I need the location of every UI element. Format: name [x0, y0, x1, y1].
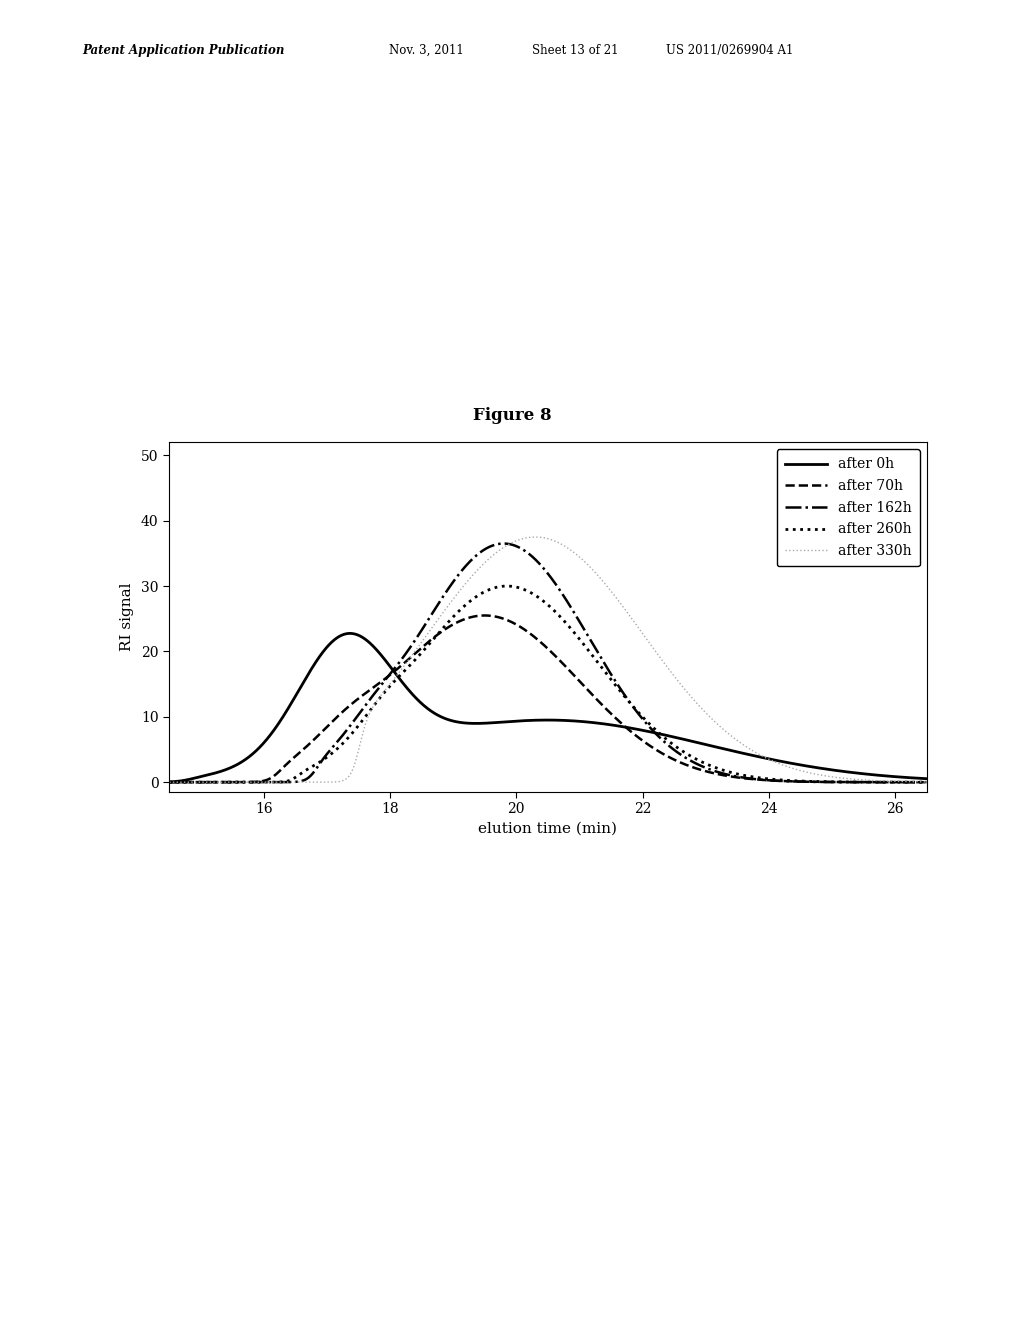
Y-axis label: RI signal: RI signal — [120, 583, 134, 651]
X-axis label: elution time (min): elution time (min) — [478, 822, 617, 836]
after 330h — [163, 775, 175, 791]
after 70h — [237, 775, 249, 791]
after 70h — [810, 774, 822, 789]
after 162h — [257, 775, 269, 791]
after 330h — [257, 775, 269, 791]
after 70h — [357, 686, 370, 702]
Text: Figure 8: Figure 8 — [473, 408, 551, 424]
after 162h — [498, 536, 510, 552]
Text: Sheet 13 of 21: Sheet 13 of 21 — [532, 44, 618, 57]
after 260h — [820, 774, 833, 789]
Line: after 70h: after 70h — [169, 615, 927, 783]
after 330h — [820, 768, 833, 784]
after 260h — [501, 578, 513, 594]
after 0h — [921, 771, 933, 787]
after 70h — [820, 774, 833, 789]
Legend: after 0h, after 70h, after 162h, after 260h, after 330h: after 0h, after 70h, after 162h, after 2… — [776, 449, 920, 566]
Line: after 330h: after 330h — [169, 537, 927, 783]
after 70h — [257, 774, 269, 789]
Text: Nov. 3, 2011: Nov. 3, 2011 — [389, 44, 464, 57]
after 0h — [257, 735, 269, 751]
after 162h — [357, 700, 370, 715]
after 260h — [357, 711, 370, 727]
after 260h — [237, 775, 249, 791]
after 162h — [163, 775, 175, 791]
after 70h — [653, 743, 666, 759]
after 0h — [344, 626, 356, 642]
after 0h — [163, 774, 175, 789]
after 162h — [820, 774, 833, 789]
after 330h — [357, 723, 370, 739]
after 330h — [653, 648, 666, 664]
after 162h — [653, 729, 666, 744]
after 330h — [529, 529, 542, 545]
after 0h — [357, 630, 370, 645]
after 260h — [921, 775, 933, 791]
after 162h — [921, 775, 933, 791]
after 0h — [237, 754, 249, 770]
Text: US 2011/0269904 A1: US 2011/0269904 A1 — [666, 44, 793, 57]
after 0h — [820, 762, 833, 777]
after 260h — [257, 775, 269, 791]
after 70h — [478, 607, 490, 623]
Text: Patent Application Publication: Patent Application Publication — [82, 44, 285, 57]
after 70h — [163, 775, 175, 791]
after 330h — [810, 767, 822, 783]
after 330h — [921, 774, 933, 789]
Line: after 0h: after 0h — [169, 634, 927, 781]
after 0h — [653, 726, 666, 742]
after 70h — [921, 775, 933, 791]
after 330h — [237, 775, 249, 791]
after 162h — [810, 774, 822, 789]
Line: after 162h: after 162h — [169, 544, 927, 783]
after 260h — [810, 774, 822, 789]
after 260h — [163, 775, 175, 791]
after 0h — [810, 760, 822, 776]
after 260h — [653, 725, 666, 741]
after 162h — [237, 775, 249, 791]
Line: after 260h: after 260h — [169, 586, 927, 783]
